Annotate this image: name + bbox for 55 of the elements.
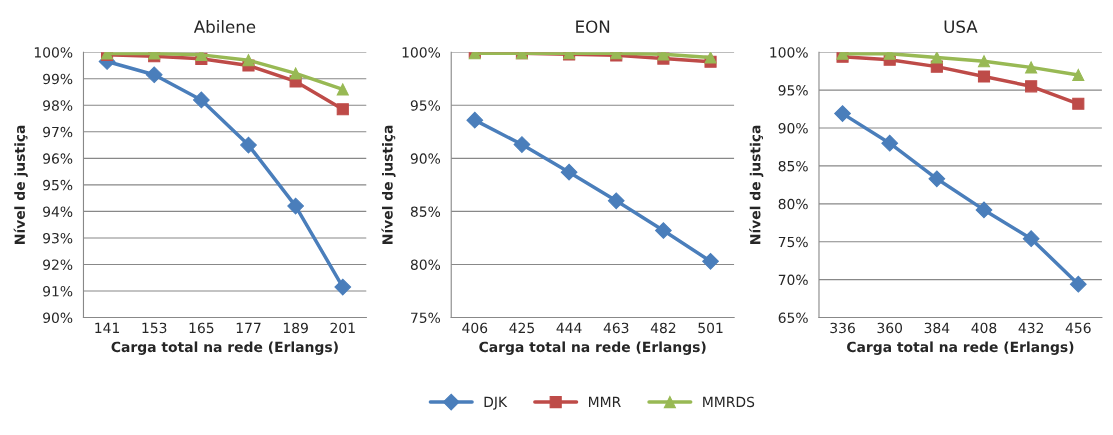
y-tick-label: 80%	[778, 198, 808, 210]
y-tick-label: 91%	[43, 285, 73, 297]
y-tick-label: 85%	[410, 206, 441, 217]
y-tick-label: 97%	[43, 126, 73, 138]
y-tick-label: 75%	[411, 312, 441, 324]
chart-title: EON	[576, 20, 610, 33]
x-tick-label: 456	[1065, 322, 1091, 334]
x-tick-label: 201	[330, 322, 355, 334]
y-tick-label: 85%	[778, 160, 808, 172]
y-tick-label: 92%	[43, 259, 73, 270]
y-tick-label: 99%	[43, 73, 73, 85]
x-axis-title: Carga total na rede (Erlangs)	[111, 341, 338, 355]
x-tick-label: 501	[698, 322, 723, 334]
x-tick-label: 406	[462, 322, 488, 334]
x-tick-label: 165	[189, 322, 214, 334]
x-tick-label: 408	[971, 322, 997, 334]
y-tick-label: 75%	[778, 236, 808, 248]
y-tick-label: 93%	[43, 232, 73, 244]
y-tick-label: 95%	[778, 85, 808, 96]
x-tick-label: 425	[509, 322, 534, 334]
y-tick-label: 90%	[410, 153, 441, 164]
x-tick-label: 177	[236, 322, 261, 333]
y-tick-label: 94%	[43, 206, 73, 217]
y-axis-title: Nível de justiça	[13, 125, 28, 244]
y-axis-title: Nível de justiça	[749, 125, 764, 244]
y-tick-label: 95%	[410, 100, 441, 111]
y-tick-label: 100%	[770, 47, 808, 58]
x-tick-label: 336	[830, 322, 855, 334]
x-tick-label: 360	[877, 322, 903, 334]
y-tick-label: 90%	[778, 122, 808, 134]
y-tick-label: 100%	[402, 47, 441, 58]
x-tick-label: 432	[1018, 322, 1044, 334]
x-tick-label: 482	[650, 322, 676, 334]
chart-title: Abilene	[193, 20, 256, 33]
y-tick-label: 95%	[43, 179, 73, 191]
y-tick-label: 90%	[43, 312, 73, 324]
y-tick-label: 70%	[778, 274, 808, 286]
x-axis-title: Carga total na rede (Erlangs)	[479, 341, 706, 355]
y-axis-title: Nível de justiça	[381, 125, 396, 244]
y-tick-label: 80%	[410, 259, 441, 270]
y-tick-label: 65%	[778, 312, 808, 324]
y-tick-label: 96%	[43, 153, 73, 164]
y-tick-label: 98%	[43, 100, 73, 111]
x-tick-label: 141	[95, 322, 120, 333]
legend-label: MMRDS	[703, 396, 755, 408]
legend-label: DJK	[484, 396, 508, 410]
x-tick-label: 444	[556, 322, 582, 333]
x-tick-label: 463	[603, 322, 629, 334]
chart-title: USA	[944, 20, 978, 33]
x-tick-label: 384	[924, 322, 950, 334]
y-tick-label: 100%	[34, 47, 73, 58]
x-tick-label: 153	[142, 322, 167, 334]
x-axis-title: Carga total na rede (Erlangs)	[847, 341, 1074, 355]
x-tick-label: 189	[283, 322, 308, 334]
legend-label: MMR	[589, 396, 621, 407]
